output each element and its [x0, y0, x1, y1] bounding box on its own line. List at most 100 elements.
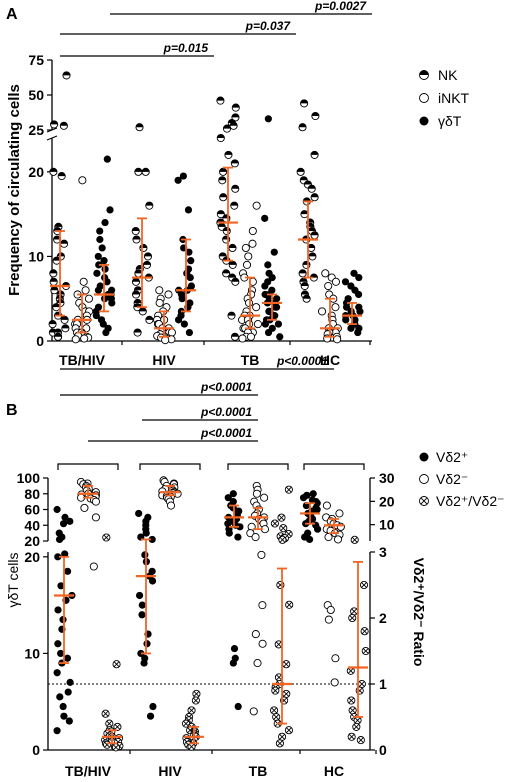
- series-hc-filled-circle: [341, 269, 364, 337]
- data-point: [244, 298, 254, 307]
- data-point: [355, 273, 363, 282]
- data-point: [101, 265, 109, 273]
- panel-b-significance-bars: p<0.0001 p<0.0001 p<0.0001 p<0.0001: [57, 354, 365, 470]
- data-point: [228, 273, 237, 282]
- data-point: [60, 239, 69, 248]
- significance-label: p<0.0001: [200, 405, 252, 419]
- data-point: [141, 551, 149, 559]
- data-point: [251, 630, 260, 639]
- data-point: [284, 485, 293, 494]
- series-tb-filled-circle: [261, 115, 284, 341]
- series-hc-crossed-circle: [346, 535, 370, 745]
- y2-tick-label: 0: [379, 742, 387, 758]
- data-point: [164, 290, 173, 299]
- data-point: [174, 316, 183, 324]
- data-point: [48, 320, 57, 329]
- data-point: [322, 501, 331, 510]
- data-point: [191, 696, 200, 705]
- group-bracket: [227, 463, 289, 470]
- data-point: [222, 226, 231, 236]
- data-point: [167, 328, 176, 337]
- data-point: [131, 277, 141, 286]
- data-point: [261, 320, 270, 328]
- data-point: [59, 616, 67, 624]
- data-point: [174, 176, 182, 184]
- data-point: [350, 535, 359, 544]
- data-point: [53, 727, 61, 735]
- data-point: [270, 706, 279, 715]
- data-point: [57, 172, 66, 181]
- data-point: [141, 167, 150, 176]
- data-point: [216, 133, 225, 143]
- data-point: [53, 332, 63, 341]
- data-point: [78, 176, 87, 185]
- data-point: [231, 103, 240, 112]
- data-point: [224, 520, 232, 528]
- data-point: [248, 226, 257, 236]
- data-point: [279, 524, 288, 533]
- legend-marker: [419, 496, 429, 506]
- legend-label: iNKT: [438, 90, 470, 106]
- data-point: [186, 273, 194, 282]
- data-point: [261, 214, 269, 222]
- data-point: [357, 679, 366, 689]
- x-tick-label: TB: [241, 352, 260, 368]
- data-point: [244, 252, 253, 261]
- data-point: [274, 320, 283, 328]
- data-point: [56, 693, 64, 701]
- group-bracket: [303, 463, 365, 470]
- data-point: [234, 533, 242, 541]
- legend-label: Vδ2⁻: [436, 471, 468, 487]
- data-point: [348, 613, 357, 623]
- data-point: [219, 193, 228, 202]
- series-tbhiv-half-filled-circle: [48, 71, 71, 341]
- data-point: [131, 290, 141, 299]
- data-point: [342, 303, 351, 311]
- data-point: [276, 333, 284, 341]
- x-tick-label: HIV: [152, 352, 176, 368]
- series-tb-filled-circle: [224, 490, 244, 711]
- data-point: [236, 523, 244, 531]
- series-tbhiv-open-circle: [76, 477, 100, 571]
- panel-a-y-axis-title: Frequency of circulating cells: [6, 84, 23, 296]
- data-point: [271, 686, 280, 695]
- data-point: [354, 328, 362, 337]
- legend-marker: [419, 452, 429, 462]
- data-point: [229, 490, 237, 498]
- data-point: [148, 577, 157, 585]
- data-point: [181, 719, 191, 728]
- data-point: [142, 260, 152, 269]
- significance-label: p<0.0001: [276, 354, 328, 368]
- legend-marker: [419, 474, 429, 484]
- data-point: [270, 519, 279, 528]
- data-point: [138, 307, 147, 316]
- data-point: [180, 320, 188, 328]
- data-point: [54, 606, 62, 614]
- data-point: [224, 150, 233, 159]
- data-point: [326, 605, 335, 615]
- data-point: [54, 640, 62, 648]
- group-bracket: [139, 463, 201, 470]
- data-point: [184, 206, 193, 214]
- data-point: [53, 669, 61, 677]
- y-tick-label: 100: [17, 470, 41, 486]
- data-point: [50, 120, 59, 129]
- series-tb-open-circle: [238, 201, 263, 343]
- data-point: [142, 529, 150, 537]
- data-point: [225, 529, 233, 537]
- data-point: [96, 235, 104, 244]
- data-point: [99, 320, 107, 328]
- data-point: [149, 702, 157, 711]
- y-tick-label: 20: [24, 533, 40, 549]
- data-point: [261, 282, 269, 290]
- data-point: [324, 615, 333, 624]
- series-hc-open-circle: [322, 501, 345, 687]
- data-point: [296, 167, 305, 176]
- data-point: [65, 717, 73, 725]
- data-point: [251, 533, 260, 542]
- data-point: [57, 582, 65, 590]
- y-tick-label: 10: [28, 248, 44, 264]
- data-point: [356, 736, 365, 745]
- data-point: [49, 167, 58, 176]
- data-point: [277, 513, 286, 522]
